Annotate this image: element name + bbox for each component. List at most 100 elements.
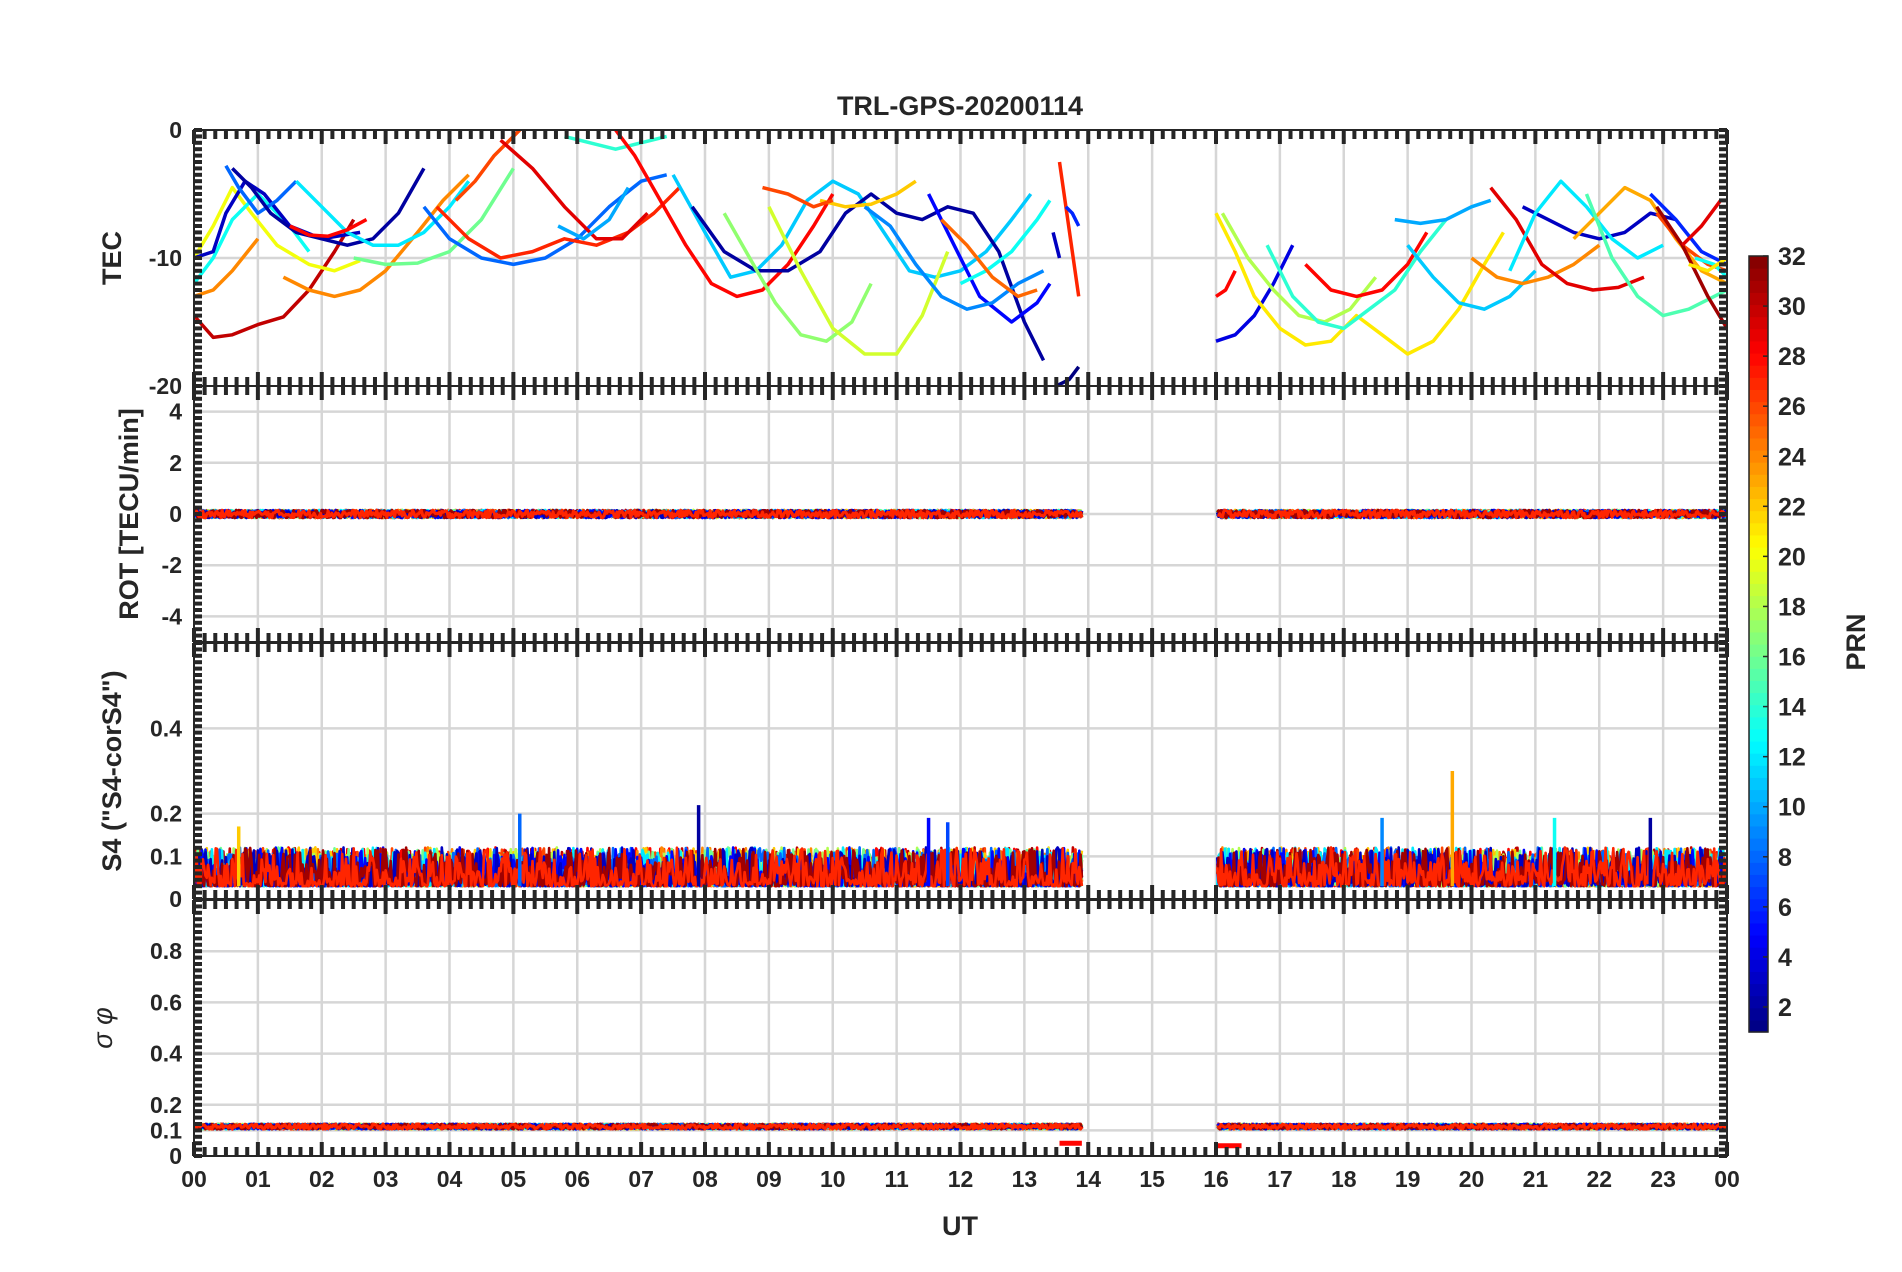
colorbar-tick-label: 30 (1778, 293, 1806, 321)
x-tick-label: 18 (1331, 1166, 1357, 1192)
colorbar-label: PRN (1841, 613, 1871, 670)
y-tick-label: 0.6 (150, 989, 182, 1015)
colorbar-swatch (1749, 716, 1768, 730)
tec-series-prn-2 (690, 192, 1046, 362)
x-tick-label: 08 (692, 1166, 718, 1192)
sigma_phi-series-prn-27 (194, 1122, 1084, 1131)
x-tick-label: 11 (884, 1166, 909, 1192)
tec-series-prn-12 (294, 179, 471, 247)
grid-sigma-phi (194, 900, 1727, 1156)
colorbar-tick-label: 2 (1778, 994, 1792, 1022)
tec-series-prn-24 (1470, 243, 1601, 286)
x-tick-label: 07 (628, 1166, 654, 1192)
series-sigma-phi (194, 1122, 1727, 1149)
tec-series-prn-17 (722, 212, 873, 343)
y-tick-labels-s4: 0.4 0.2 0.1 0 (150, 715, 182, 912)
grid-tec (194, 130, 1727, 386)
colorbar-swatch (1749, 995, 1768, 1009)
tec-series-prn-21 (1688, 256, 1727, 273)
colorbar-swatch (1749, 353, 1768, 366)
tec-series-prn-24 (194, 237, 260, 299)
x-tick-label: 03 (373, 1166, 399, 1192)
colorbar-tick-label: 28 (1778, 343, 1806, 371)
x-tick-label: 22 (1586, 1166, 1612, 1192)
chart-title: TRL-GPS-20200114 (837, 91, 1083, 121)
x-tick-label: 23 (1650, 1166, 1676, 1192)
colorbar-swatch (1749, 340, 1768, 354)
y-tick-label: 0 (169, 501, 182, 527)
y-tick-label: 0.1 (150, 1117, 182, 1143)
colorbar-swatch (1749, 680, 1768, 694)
ticks-rot (192, 384, 1729, 644)
colorbar-swatch (1749, 498, 1768, 512)
colorbar-swatch (1749, 704, 1768, 718)
tec-series-prn-27 (1057, 161, 1081, 297)
colorbar-swatch (1749, 971, 1768, 985)
colorbar-swatch (1749, 328, 1768, 342)
tec-series-prn-23 (1572, 185, 1727, 286)
y-tick-label: 4 (169, 399, 182, 425)
ticks-tec (192, 128, 1729, 388)
tec-series-prn-28 (1304, 231, 1429, 299)
s4-series-prn-27 (1216, 846, 1727, 888)
y-tick-label: 0 (169, 1143, 182, 1169)
y-tick-label: 0.4 (150, 1041, 182, 1067)
tec-series-prn-9 (863, 205, 1045, 311)
colorbar-swatch (1749, 765, 1768, 778)
colorbar-swatch (1749, 401, 1768, 415)
tec-series-prn-13 (1694, 256, 1727, 279)
colorbar-swatch (1749, 547, 1768, 560)
colorbar-swatch (1749, 644, 1768, 657)
sigma_phi-series-prn-27 (1216, 1122, 1727, 1131)
colorbar-tick-label: 8 (1778, 844, 1792, 872)
colorbar-swatch (1749, 741, 1768, 754)
tec-series-prn-13 (959, 199, 1052, 286)
colorbar-swatch (1749, 631, 1768, 645)
tec-series-prn-3 (1521, 205, 1677, 241)
rot-series-prn-27 (194, 508, 1084, 520)
tec-series-prn-26 (762, 185, 834, 209)
colorbar-tick-label: 26 (1778, 393, 1806, 421)
colorbar-tick-label: 10 (1778, 794, 1806, 822)
colorbar-swatch (1749, 874, 1768, 888)
colorbar-swatch (1749, 425, 1768, 439)
colorbar-swatch (1749, 450, 1768, 463)
x-tick-label: 17 (1267, 1166, 1293, 1192)
tec-series-prn-30 (194, 218, 356, 340)
x-tick-label: 04 (437, 1166, 463, 1192)
colorbar-tick-label: 12 (1778, 744, 1806, 772)
ylabel-tec: TEC (97, 231, 127, 285)
colorbar-swatch (1749, 365, 1768, 378)
colorbar-swatch (1749, 789, 1768, 803)
colorbar-swatch (1749, 571, 1768, 584)
ticks-s4 (192, 641, 1729, 901)
colorbar-tick-label: 20 (1778, 543, 1806, 571)
tec-series-prn-5 (927, 193, 1052, 324)
tec-series-prn-29 (1681, 199, 1723, 247)
y-tick-label: 0.4 (150, 715, 182, 741)
x-tick-label: 19 (1395, 1166, 1421, 1192)
tec-series-prn-8 (422, 173, 668, 267)
colorbar-swatch (1749, 607, 1768, 621)
x-tick-label: 00 (181, 1166, 207, 1192)
tec-series-prn-21 (1214, 212, 1505, 356)
colorbar-swatch (1749, 777, 1768, 791)
tec-series-prn-12 (1508, 179, 1664, 272)
x-tick-label: 10 (820, 1166, 846, 1192)
colorbar-swatch (1749, 462, 1768, 475)
colorbar-swatch (1749, 389, 1768, 403)
s4-series-prn-27 (194, 846, 1084, 888)
colorbar-swatch (1749, 959, 1768, 972)
tec-series-prn-19 (767, 206, 950, 356)
colorbar-tick-label: 18 (1778, 593, 1806, 621)
colorbar-swatch (1749, 753, 1768, 766)
tec-series-prn-6 (1064, 205, 1081, 227)
ylabel-rot: ROT [TECU/min] (114, 408, 144, 619)
colorbar-tick-label: 4 (1778, 944, 1792, 972)
tec-series-prn-8 (224, 164, 298, 215)
x-tick-label: 09 (756, 1166, 782, 1192)
y-tick-label: 2 (169, 450, 182, 476)
series-tec (194, 130, 1727, 386)
y-tick-label: -10 (149, 245, 182, 271)
colorbar-swatch (1749, 583, 1768, 597)
